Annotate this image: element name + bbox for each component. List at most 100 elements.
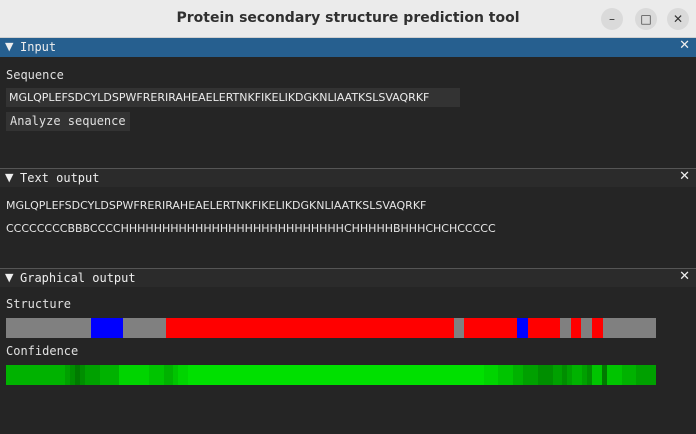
confidence-cell: [173, 365, 178, 385]
structure-segment: [571, 318, 581, 338]
confidence-cell: [164, 365, 169, 385]
confidence-cell: [543, 365, 548, 385]
confidence-cell: [119, 365, 124, 385]
structure-segment: [294, 318, 304, 338]
minimize-icon[interactable]: –: [601, 8, 623, 30]
close-icon[interactable]: ✕: [667, 8, 689, 30]
structure-segment: [272, 318, 283, 338]
structure-segment: [432, 318, 443, 338]
confidence-cell: [31, 365, 36, 385]
structure-segment: [422, 318, 432, 338]
input-panel-header[interactable]: ▼ Input ✕: [0, 38, 696, 57]
structure-segment: [507, 318, 517, 338]
confidence-cell: [365, 365, 370, 385]
confidence-cell: [104, 365, 109, 385]
structure-segment: [549, 318, 560, 338]
collapse-triangle-icon[interactable]: ▼: [5, 271, 14, 284]
confidence-cell: [262, 365, 267, 385]
confidence-cell: [449, 365, 454, 385]
structure-segment: [581, 318, 592, 338]
structure-segment: [347, 318, 358, 338]
confidence-cell: [144, 365, 149, 385]
structure-segment: [81, 318, 91, 338]
confidence-cell: [361, 365, 365, 385]
confidence-cell: [498, 365, 503, 385]
structure-segment: [539, 318, 549, 338]
input-panel: ▼ Input ✕ Sequence MGLQPLEFSDCYLDSPWFRER…: [0, 38, 696, 167]
structure-segment: [368, 318, 379, 338]
graphical-output-panel-header[interactable]: ▼ Graphical output ✕: [0, 268, 696, 287]
confidence-cell: [385, 365, 390, 385]
structure-segment: [336, 318, 347, 338]
confidence-cell: [508, 365, 513, 385]
confidence-cell: [331, 365, 336, 385]
panel-close-icon[interactable]: ✕: [679, 269, 690, 284]
confidence-cell: [326, 365, 331, 385]
confidence-cell: [622, 365, 626, 385]
confidence-cell: [80, 365, 85, 385]
structure-segment: [240, 318, 251, 338]
confidence-cell: [90, 365, 95, 385]
confidence-cell: [572, 365, 577, 385]
confidence-cell: [558, 365, 562, 385]
confidence-cell: [233, 365, 237, 385]
structure-segment: [208, 318, 219, 338]
confidence-cell: [375, 365, 380, 385]
confidence-cell: [410, 365, 415, 385]
confidence-cell: [40, 365, 45, 385]
structure-segment: [187, 318, 198, 338]
confidence-cell: [218, 365, 223, 385]
structure-segment: [262, 318, 272, 338]
confidence-cell: [183, 365, 188, 385]
maximize-icon[interactable]: □: [635, 8, 657, 30]
structure-segment: [645, 318, 656, 338]
structure-segment: [113, 318, 123, 338]
graphical-output-panel-title: Graphical output: [20, 271, 136, 285]
confidence-cell: [464, 365, 469, 385]
confidence-cell: [395, 365, 400, 385]
confidence-cell: [434, 365, 439, 385]
confidence-cell: [114, 365, 119, 385]
confidence-cell: [553, 365, 558, 385]
structure-segment: [251, 318, 262, 338]
confidence-cell: [567, 365, 572, 385]
confidence-cell: [523, 365, 528, 385]
confidence-cell: [587, 365, 592, 385]
structure-segment: [400, 318, 411, 338]
confidence-cell: [70, 365, 75, 385]
confidence-cell: [297, 365, 301, 385]
confidence-cell: [474, 365, 479, 385]
confidence-cell: [321, 365, 326, 385]
input-panel-title: Input: [20, 40, 57, 54]
confidence-cell: [228, 365, 233, 385]
window-titlebar[interactable]: Protein secondary structure prediction t…: [0, 0, 696, 38]
confidence-cell: [533, 365, 538, 385]
text-output-panel: ▼ Text output ✕ MGLQPLEFSDCYLDSPWFRERIRA…: [0, 168, 696, 267]
structure-segment: [475, 318, 486, 338]
panel-close-icon[interactable]: ✕: [679, 169, 690, 184]
confidence-cell: [134, 365, 139, 385]
confidence-cell: [223, 365, 228, 385]
structure-segment: [134, 318, 145, 338]
structure-segment: [91, 318, 102, 338]
confidence-cell: [60, 365, 65, 385]
confidence-cell: [597, 365, 602, 385]
structure-segment: [496, 318, 507, 338]
analyze-sequence-button[interactable]: Analyze sequence: [6, 112, 130, 131]
structure-segment: [592, 318, 603, 338]
panel-close-icon[interactable]: ✕: [679, 38, 690, 53]
confidence-cell: [602, 365, 607, 385]
confidence-cell: [503, 365, 508, 385]
confidence-cell: [617, 365, 622, 385]
collapse-triangle-icon[interactable]: ▼: [5, 40, 14, 53]
sequence-input[interactable]: MGLQPLEFSDCYLDSPWFRERIRAHEAELERTNKFIKELI…: [6, 88, 460, 107]
collapse-triangle-icon[interactable]: ▼: [5, 171, 14, 184]
structure-segment: [38, 318, 49, 338]
structure-segment: [486, 318, 496, 338]
structure-segment: [166, 318, 176, 338]
confidence-cell: [626, 365, 631, 385]
structure-segment: [613, 318, 624, 338]
confidence-cell: [21, 365, 26, 385]
text-output-panel-header[interactable]: ▼ Text output ✕: [0, 168, 696, 187]
confidence-bar: [6, 365, 656, 385]
